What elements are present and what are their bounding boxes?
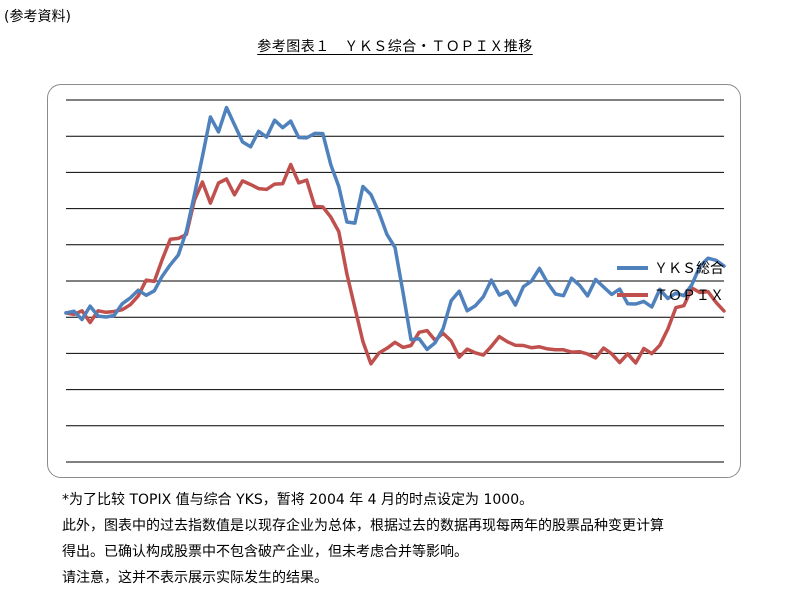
legend-label-topix: ＴＯＰＩＸ — [654, 289, 724, 304]
series-line-yks — [64, 105, 726, 352]
footnotes: *为了比较 TOPIX 值与综合 YKS，暂将 2004 年 4 月的时点设定为… — [62, 487, 762, 591]
series-layer — [64, 105, 726, 366]
reference-material-label: (参考資料) — [4, 9, 71, 25]
chart-title-text: 参考图表１ ＹＫＳ综合・ＴＯＰＩＸ推移 — [257, 39, 533, 55]
legend: ＹＫＳ総合 ＴＯＰＩＸ — [617, 261, 724, 304]
footnote-line-1: *为了比较 TOPIX 值与综合 YKS，暂将 2004 年 4 月的时点设定为… — [62, 492, 534, 508]
series-line-topix — [64, 162, 726, 366]
legend-label-yks: ＹＫＳ総合 — [654, 261, 724, 277]
chart-title: 参考图表１ ＹＫＳ综合・ＴＯＰＩＸ推移 — [0, 36, 790, 56]
footnote-line-4: 请注意，这并不表示展示实际发生的结果。 — [62, 570, 328, 586]
gridlines — [66, 99, 724, 463]
footnote-line-3: 得出。已确认构成股票中不包含破产企业，但未考虑合并等影响。 — [62, 544, 468, 560]
footnote-line-2: 此外，图表中的过去指数值是以现存企业为总体，根据过去的数据再现每两年的股票品种变… — [62, 518, 664, 534]
